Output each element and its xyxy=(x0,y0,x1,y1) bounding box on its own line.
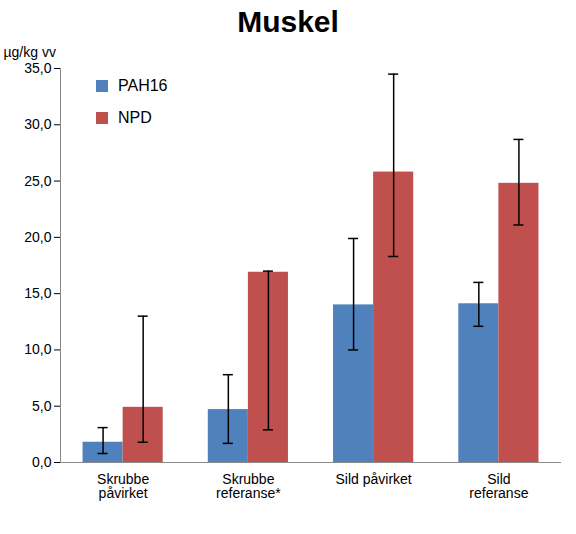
svg-text:30,0: 30,0 xyxy=(24,116,51,132)
svg-text:µg/kg vv: µg/kg vv xyxy=(4,44,56,60)
html-text:NPD: NPD xyxy=(118,109,152,126)
svg-text:Skrubbepåvirket: Skrubbepåvirket xyxy=(97,471,149,501)
svg-text:0,0: 0,0 xyxy=(32,454,52,470)
svg-text:25,0: 25,0 xyxy=(24,173,51,189)
svg-text:20,0: 20,0 xyxy=(24,229,51,245)
svg-text:5,0: 5,0 xyxy=(32,398,52,414)
svg-text:Skrubbereferanse*: Skrubbereferanse* xyxy=(216,471,281,501)
svg-text:35,0: 35,0 xyxy=(24,60,51,76)
svg-text:10,0: 10,0 xyxy=(24,341,51,357)
svg-text:Sildreferanse: Sildreferanse xyxy=(469,471,528,501)
html-text:PAH16: PAH16 xyxy=(118,77,168,94)
svg-text:Sild påvirket: Sild påvirket xyxy=(335,471,411,487)
html-text:Muskel: Muskel xyxy=(237,5,339,38)
svg-text:15,0: 15,0 xyxy=(24,285,51,301)
